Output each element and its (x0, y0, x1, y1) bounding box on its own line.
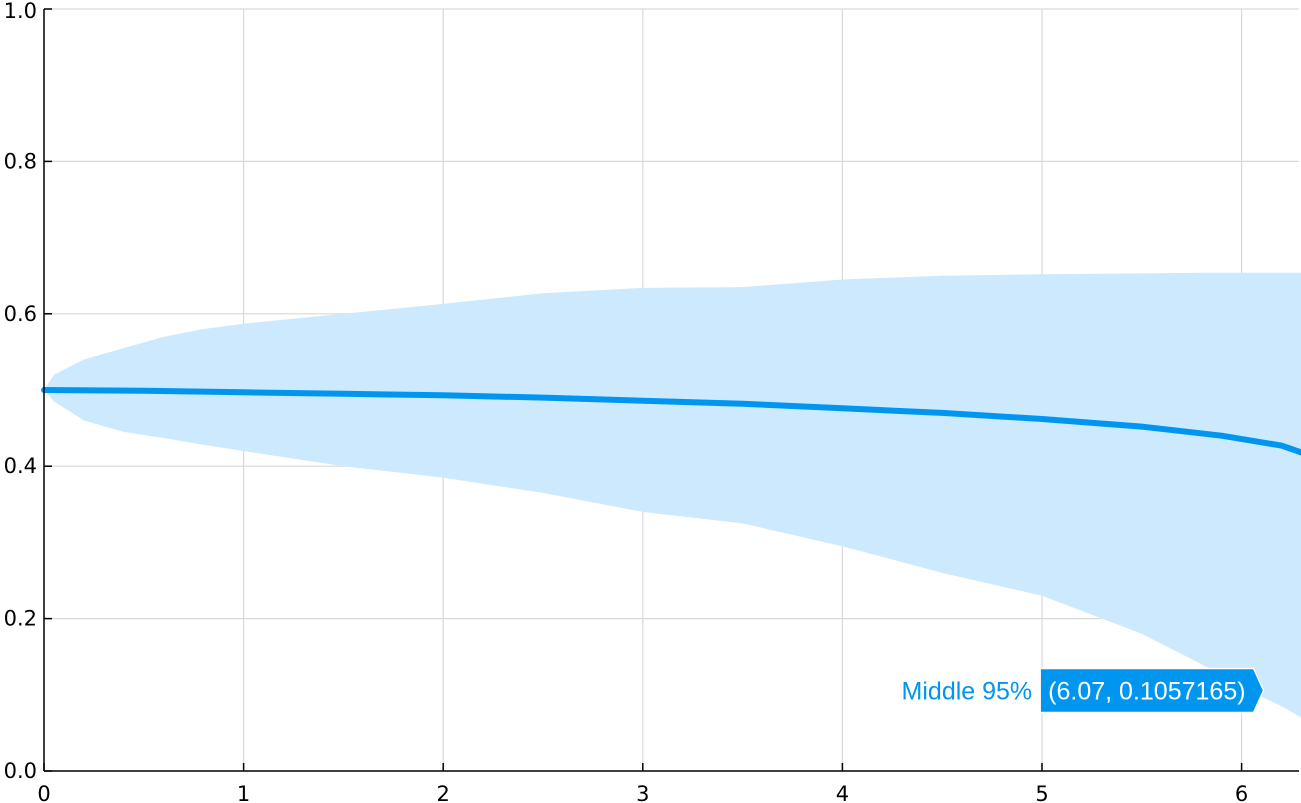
tooltip-name-background (897, 668, 1041, 713)
hover-tooltip: Middle 95% (6.07, 0.1057165) (897, 667, 1265, 714)
median-line (41, 387, 1301, 456)
axes: 0 1 2 3 4 5 6 0.0 0.2 0.4 0.6 0.8 1.0 (4, 0, 1299, 803)
y-tick-label: 0.2 (4, 607, 37, 631)
y-tick-label: 0.0 (4, 759, 37, 783)
x-tick-label: 4 (836, 782, 849, 803)
x-tick-label: 1 (237, 782, 250, 803)
x-tick-label: 0 (37, 782, 50, 803)
y-tick-label: 0.4 (4, 454, 37, 478)
x-tick-label: 6 (1235, 782, 1248, 803)
tooltip-value-box (1039, 667, 1265, 714)
tooltip-series-name: Middle 95% (902, 677, 1033, 705)
y-tick-label: 0.6 (4, 302, 37, 326)
x-tick-label: 2 (437, 782, 450, 803)
tooltip-value: (6.07, 0.1057165) (1048, 677, 1245, 705)
x-tick-label: 3 (636, 782, 649, 803)
y-tick-label: 1.0 (4, 0, 37, 23)
y-tick-label: 0.8 (4, 149, 37, 173)
x-tick-label: 5 (1035, 782, 1048, 803)
middle-95-band (44, 272, 1301, 718)
